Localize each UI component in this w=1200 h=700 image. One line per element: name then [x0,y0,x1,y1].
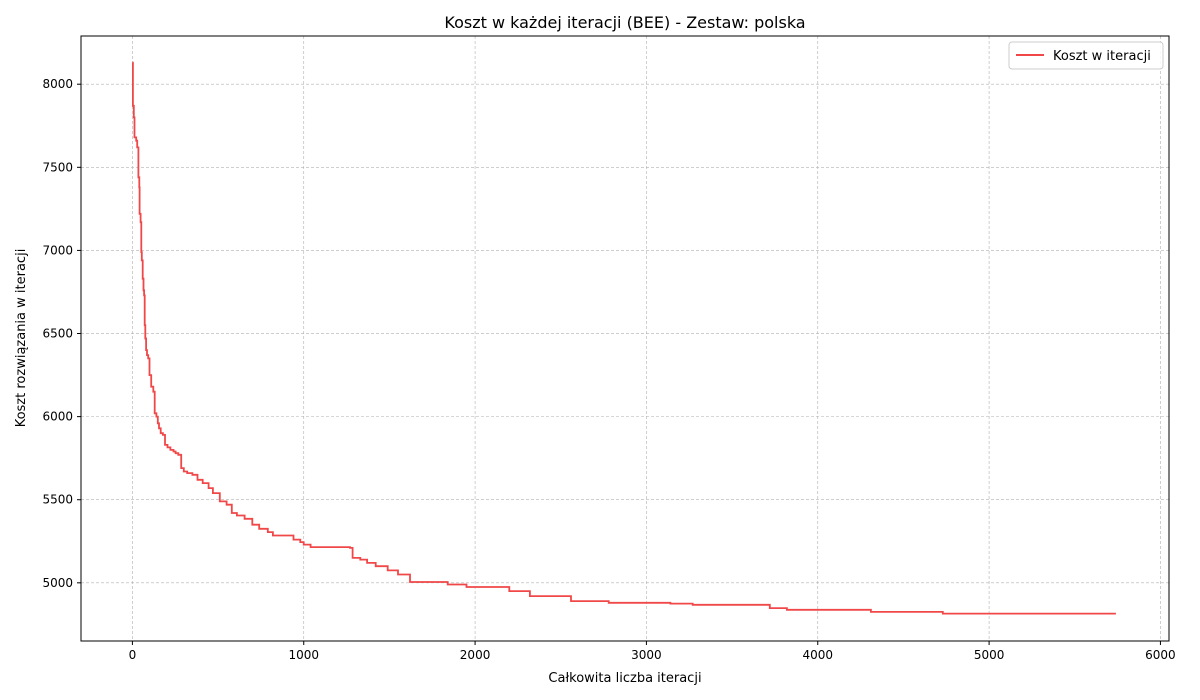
y-tick-label: 8000 [42,77,73,91]
legend-label: Koszt w iteracji [1053,49,1151,64]
ticks: 0 1000 2000 3000 4000 5000 6000 5000 5500 6000 650… [42,77,1175,662]
series-layer [132,61,1116,615]
x-tick-label: 3000 [631,648,662,662]
x-tick-label: 1000 [288,648,319,662]
y-tick-label: 5000 [42,576,73,590]
y-tick-label: 6500 [42,327,73,341]
x-tick-label: 4000 [802,648,833,662]
x-tick-label: 6000 [1145,648,1176,662]
x-tick-label: 0 [129,648,137,662]
chart-title: Koszt w każdej iteracji (BEE) - Zestaw: … [444,13,805,32]
grid [81,36,1169,641]
y-tick-label: 7500 [42,160,73,174]
y-axis-title: Koszt rozwiązania w iteracji [14,249,29,428]
y-tick-label: 6000 [42,410,73,424]
x-axis-title: Całkowita liczba iteracji [548,671,701,686]
x-tick-label: 2000 [460,648,491,662]
series-line-koszt-w-iteracji [132,61,1116,615]
y-tick-label: 5500 [42,493,73,507]
legend-box [1008,41,1164,70]
plot-area-frame [80,35,1170,642]
legend: Koszt w iteracji [1008,41,1164,70]
x-tick-label: 5000 [974,648,1005,662]
y-tick-label: 7000 [42,243,73,257]
